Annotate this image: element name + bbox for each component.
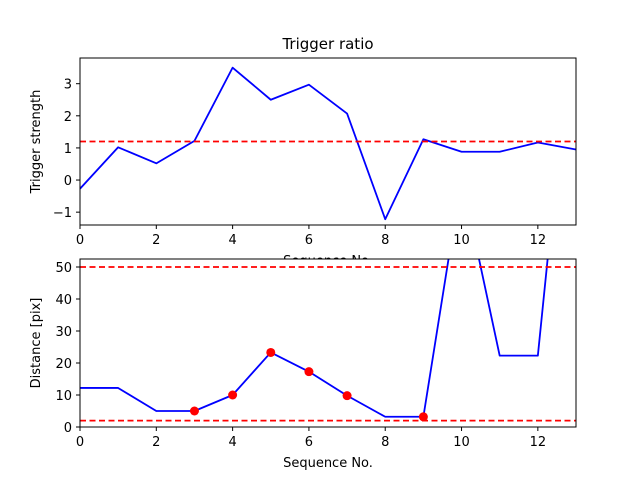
data-point-marker xyxy=(342,391,352,401)
y-tick-label: 0 xyxy=(64,174,72,189)
x-tick-label: 8 xyxy=(381,233,389,248)
x-axis-label: Sequence No. xyxy=(283,456,373,471)
x-tick-label: 0 xyxy=(76,233,84,248)
x-tick-label: 4 xyxy=(228,435,236,450)
y-tick-label: 3 xyxy=(64,78,72,93)
chart-2: 0 2 4 6 8 10 12 0 10 20 30 40 50 Sequence No. Distance… xyxy=(29,258,577,471)
y-tick-label: 2 xyxy=(64,110,72,125)
plot-area xyxy=(80,66,576,221)
data-point-marker xyxy=(189,406,199,416)
series-line xyxy=(80,66,576,221)
y-tick-label: 30 xyxy=(55,325,72,340)
y-axis-label: Distance [pix] xyxy=(29,298,44,389)
y-tick-label: 40 xyxy=(55,293,72,308)
y-axis-label: Trigger strength xyxy=(29,90,44,195)
series-line xyxy=(80,259,549,418)
x-tick-label: 6 xyxy=(305,435,313,450)
x-tick-label: 10 xyxy=(453,233,470,248)
y-tick-label: 1 xyxy=(64,142,72,157)
chart-title: Trigger ratio xyxy=(281,35,373,53)
x-tick-label: 2 xyxy=(152,233,160,248)
x-tick-label: 12 xyxy=(530,435,547,450)
x-tick-label: 4 xyxy=(228,233,236,248)
x-tick-label: 2 xyxy=(152,435,160,450)
axes-frame xyxy=(79,57,577,226)
y-tick-label: 20 xyxy=(55,357,72,372)
axes-frame xyxy=(79,258,577,428)
plot-area xyxy=(80,259,576,422)
data-point-marker xyxy=(418,412,428,422)
y-tick-label: 0 xyxy=(64,421,72,436)
x-tick-label: 8 xyxy=(381,435,389,450)
x-tick-label: 0 xyxy=(76,435,84,450)
data-point-marker xyxy=(304,367,314,377)
x-tick-label: 10 xyxy=(453,435,470,450)
lower-plot-backdrop xyxy=(80,259,576,427)
y-tick-label: −1 xyxy=(53,206,72,221)
data-point-marker xyxy=(228,390,238,400)
x-tick-label: 12 xyxy=(530,233,547,248)
y-tick-label: 50 xyxy=(55,261,72,276)
x-tick-label: 6 xyxy=(305,233,313,248)
data-point-marker xyxy=(266,347,276,357)
y-tick-label: 10 xyxy=(55,389,72,404)
